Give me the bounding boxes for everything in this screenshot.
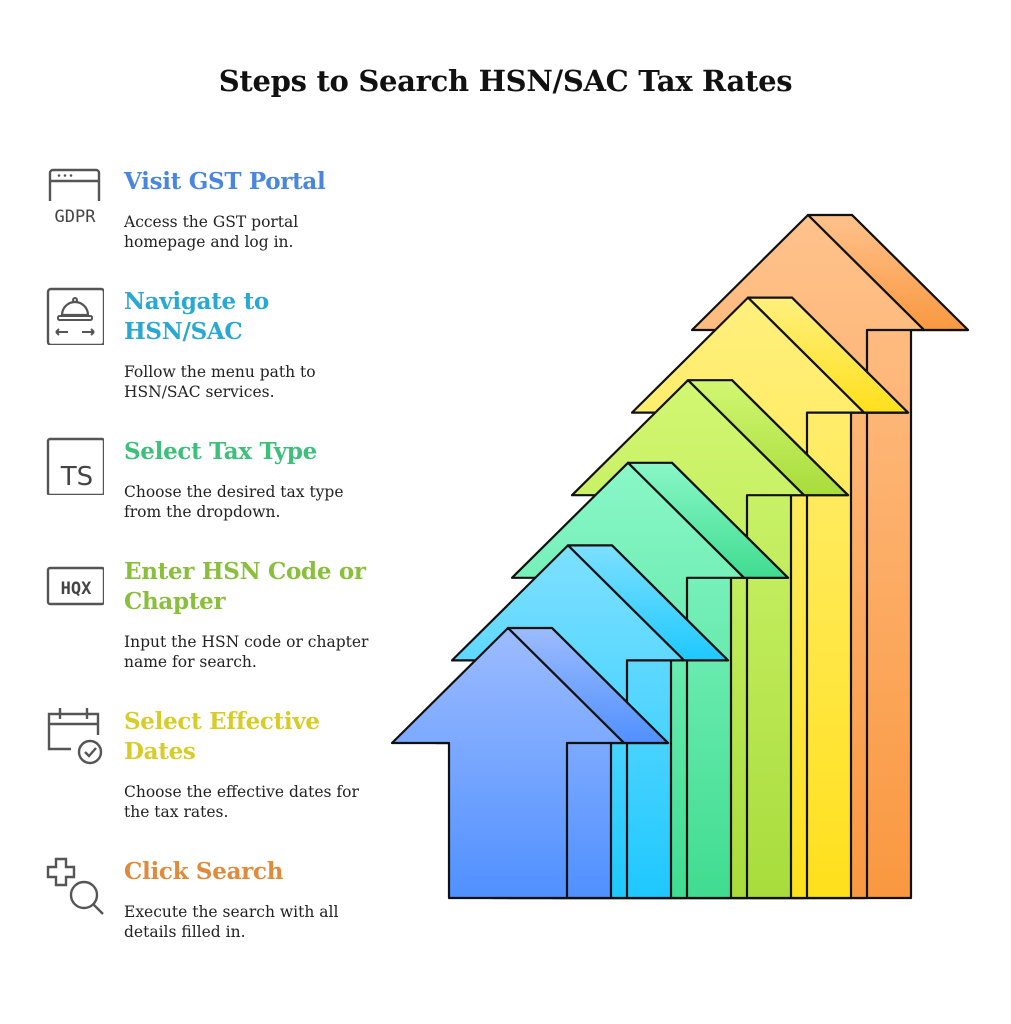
arrow-front-face [390, 626, 626, 900]
step-description: Access the GST portal homepage and log i… [124, 213, 299, 251]
plus-search-icon [46, 857, 104, 915]
step-description: Execute the search with all details fill… [124, 903, 339, 941]
step-description: Choose the effective dates for the tax r… [124, 783, 359, 821]
step-description: Choose the desired tax type from the dro… [124, 483, 344, 521]
step-description: Follow the menu path to HSN/SAC services… [124, 363, 316, 401]
arrow-1 [390, 626, 670, 900]
service-cloche-navigation-icon [46, 287, 104, 345]
ts-box-icon: TS [46, 437, 104, 495]
page-title: Steps to Search HSN/SAC Tax Rates [218, 64, 793, 98]
svg-text:GDPR: GDPR [55, 207, 97, 225]
step-heading: Visit GST Portal [124, 168, 326, 195]
step-description: Input the HSN code or chapter name for s… [124, 633, 369, 671]
calendar-check-icon [47, 708, 103, 765]
step-heading: Select Tax Type [124, 438, 317, 465]
svg-text:HQX: HQX [61, 579, 92, 599]
step-heading: Navigate to HSN/SAC [124, 288, 269, 345]
step-heading: Enter HSN Code or Chapter [124, 558, 366, 615]
browser-gdpr-icon: GDPR [48, 168, 101, 225]
svg-text:TS: TS [60, 462, 93, 492]
step-heading: Select Effective Dates [124, 708, 320, 765]
hqx-code-icon: HQX [46, 566, 104, 606]
step-heading: Click Search [124, 858, 284, 885]
